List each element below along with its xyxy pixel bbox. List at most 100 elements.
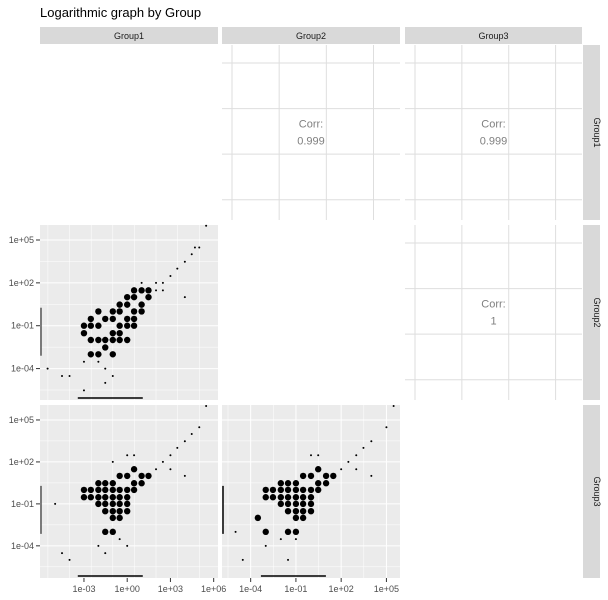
data-point [347,460,350,463]
data-point [87,336,95,344]
x-tick-label: 1e+03 [158,584,183,594]
data-point [102,494,109,501]
data-point [183,440,186,443]
data-point [307,500,315,508]
column-strip-label: Group3 [478,31,508,41]
data-point [104,367,107,370]
data-point [109,480,116,487]
data-point [109,486,116,494]
data-point [138,308,145,315]
data-point [385,426,388,429]
data-point [299,500,307,508]
data-point [102,528,109,536]
data-point [116,494,123,501]
data-point [161,460,164,463]
data-point [80,486,88,494]
y-tick-label: 1e+02 [9,278,34,288]
y-tick-label: 1e-01 [11,321,34,331]
scatter-panel-group3-group2 [222,404,400,578]
data-point [284,500,292,508]
data-point [123,486,131,494]
data-point [61,375,64,378]
data-point [138,480,145,487]
row-strip-group2 [583,225,600,400]
data-point [284,480,292,487]
corr-value: 0.999 [480,136,508,148]
data-point [176,446,179,449]
data-point [307,472,315,480]
data-point [155,289,158,292]
data-point [97,544,100,547]
data-point [95,322,102,329]
data-point [169,468,172,471]
data-point [87,351,95,358]
y-tick-label: 1e+05 [9,235,34,245]
data-point [299,514,307,522]
data-point [95,351,102,358]
data-point [355,468,358,471]
data-point [95,494,102,501]
data-point [292,494,300,501]
data-point [176,267,179,270]
data-point [262,528,269,536]
data-point [292,514,300,522]
data-point [95,308,102,315]
data-point [161,281,164,284]
data-point [292,486,300,494]
data-point [340,468,343,471]
data-point [116,507,123,515]
data-point [80,329,88,337]
x-tick-label: 1e-04 [239,584,262,594]
data-point [116,336,123,344]
x-tick-label: 1e-01 [284,584,307,594]
row-strip-label: Group2 [592,297,602,327]
data-point [322,480,330,487]
data-point [123,315,131,323]
x-tick-label: 1e+02 [329,584,354,594]
data-point [80,494,88,501]
data-point [198,246,201,249]
data-point [109,514,116,522]
data-point [54,502,57,505]
chart-title: Logarithmic graph by Group [40,5,201,20]
data-point [123,336,131,344]
data-point [123,494,131,501]
x-tick-label: 1e+00 [115,584,140,594]
data-point [130,293,138,301]
data-point [95,486,102,494]
data-point [109,507,116,515]
data-point [116,301,123,308]
corr-panel-group2-group3: Corr: 1 [405,225,582,400]
data-point [370,440,373,443]
data-point [102,486,109,494]
y-tick-label: 1e-04 [11,364,34,374]
data-point [161,289,164,292]
x-tick-label: 1e-03 [72,584,95,594]
panel-background [40,225,218,400]
scatter-panel-group3-group1 [40,404,218,578]
data-point [87,494,95,501]
data-point [123,322,131,329]
data-point [284,528,292,536]
data-point [264,544,267,547]
data-point [87,315,95,323]
data-point [299,472,307,480]
column-strip-group2 [222,27,400,44]
data-point [277,494,285,501]
data-point [299,494,307,501]
data-point [130,480,138,487]
data-point [116,322,123,329]
data-point [95,480,102,487]
data-point [155,468,158,471]
data-point [82,360,85,363]
data-point [68,558,71,561]
data-point [277,486,285,494]
data-point [355,454,358,457]
y-tick-label: 1e-01 [11,499,34,509]
data-point [183,474,186,477]
data-point [254,514,262,522]
data-point [80,322,88,329]
data-point [314,466,322,473]
data-point [87,486,95,494]
